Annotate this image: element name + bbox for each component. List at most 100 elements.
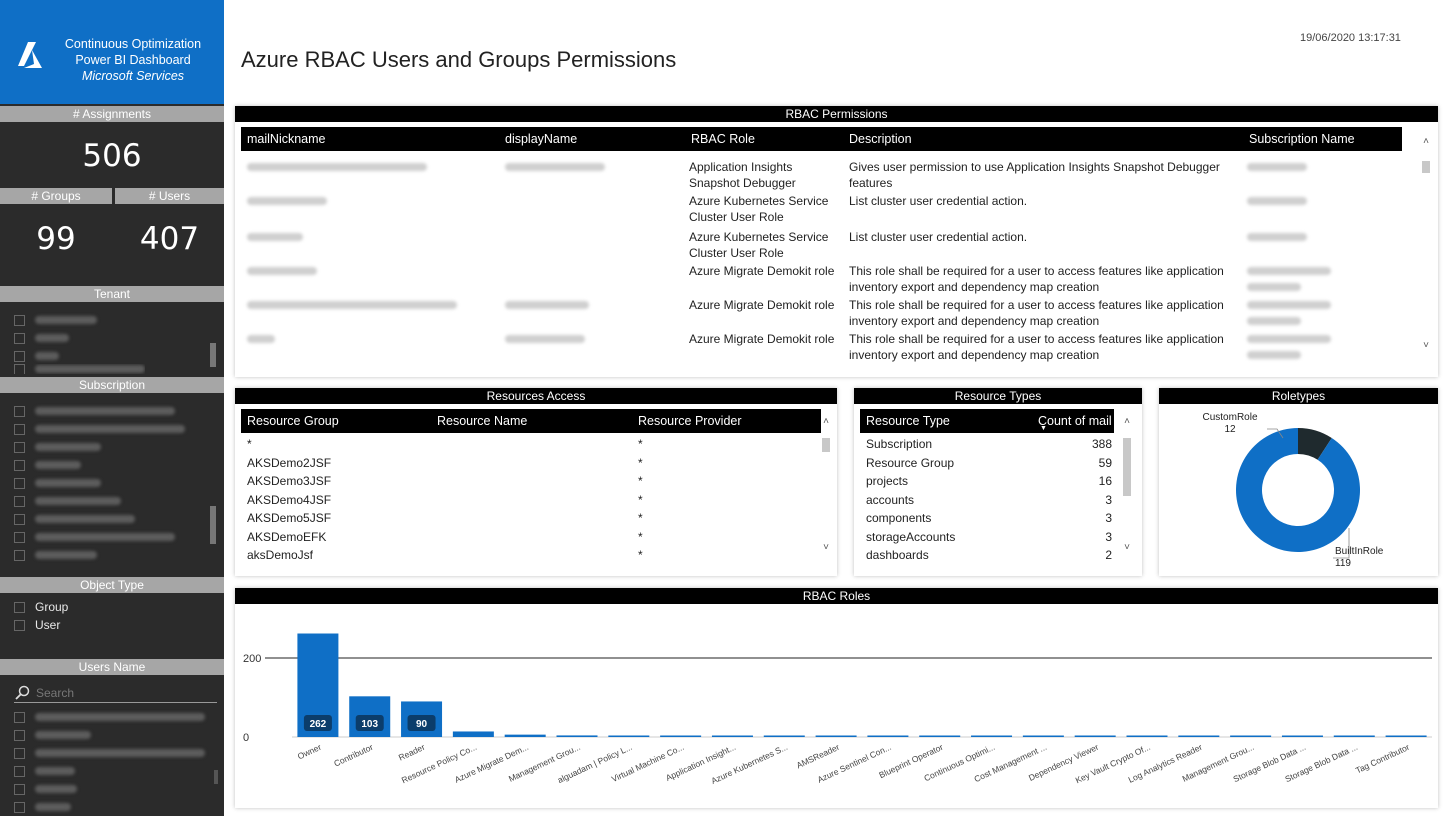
bar[interactable] — [1385, 735, 1427, 738]
tenant-option[interactable] — [14, 347, 59, 365]
checkbox[interactable] — [14, 765, 25, 777]
table-row[interactable]: Resource Group 59 — [860, 455, 1114, 473]
table-row[interactable]: dashboards 2 — [860, 547, 1114, 565]
table-row[interactable]: storageAccounts 3 — [860, 529, 1114, 547]
checkbox[interactable] — [14, 332, 25, 344]
bar[interactable] — [556, 735, 598, 737]
table-row[interactable] — [247, 193, 327, 205]
column-header[interactable]: mailNickname — [247, 132, 326, 146]
checkbox[interactable] — [14, 405, 25, 417]
checkbox[interactable] — [14, 711, 25, 723]
bar[interactable] — [971, 735, 1013, 738]
object-type-option-group[interactable]: Group — [14, 598, 68, 616]
column-header[interactable]: Resource Name — [437, 414, 528, 428]
column-header[interactable]: Resource Provider — [638, 414, 742, 428]
checkbox[interactable] — [14, 619, 25, 631]
column-header[interactable]: RBAC Role — [691, 132, 755, 146]
bar[interactable] — [1126, 735, 1168, 738]
scroll-down-icon[interactable]: ˅ — [1423, 340, 1429, 351]
checkbox[interactable] — [14, 441, 25, 453]
bar[interactable] — [1074, 735, 1116, 738]
user-option[interactable] — [14, 798, 71, 816]
table-row[interactable]: projects 16 — [860, 473, 1114, 491]
scroll-thumb[interactable] — [822, 438, 830, 452]
checkbox[interactable] — [14, 531, 25, 543]
checkbox[interactable] — [14, 314, 25, 326]
subscription-option[interactable] — [14, 546, 97, 564]
subscription-option[interactable] — [14, 438, 101, 456]
bar[interactable] — [1178, 735, 1220, 738]
scroll-down-icon[interactable]: ˅ — [1124, 542, 1130, 553]
checkbox[interactable] — [14, 549, 25, 561]
tenant-scrollbar[interactable] — [210, 343, 216, 367]
checkbox[interactable] — [14, 513, 25, 525]
user-option[interactable] — [14, 708, 205, 726]
table-row[interactable] — [247, 159, 427, 171]
checkbox[interactable] — [14, 459, 25, 471]
bar[interactable] — [1022, 735, 1064, 738]
users-search-input[interactable]: Search — [14, 683, 217, 703]
resource-types-scrollbar[interactable]: ˄ ˅ — [1122, 416, 1132, 556]
table-row[interactable]: accounts 3 — [860, 492, 1114, 510]
checkbox[interactable] — [14, 801, 25, 813]
user-option[interactable] — [14, 780, 77, 798]
bar[interactable] — [608, 735, 650, 738]
checkbox[interactable] — [14, 495, 25, 507]
table-row[interactable] — [247, 263, 317, 275]
table-row[interactable]: aksDemoJsf * — [241, 547, 821, 565]
checkbox[interactable] — [14, 729, 25, 741]
subscription-option[interactable] — [14, 420, 185, 438]
column-header[interactable]: Resource Group — [247, 414, 339, 428]
table-row[interactable]: AKSDemoEFK * — [241, 529, 821, 547]
bar[interactable] — [660, 735, 702, 738]
table-row[interactable] — [247, 331, 275, 343]
bar[interactable] — [867, 735, 909, 738]
table-row[interactable]: * * — [241, 436, 821, 454]
subscription-option[interactable] — [14, 456, 81, 474]
rbac-permissions-scrollbar[interactable]: ˄ ˅ — [1421, 136, 1431, 358]
checkbox[interactable] — [14, 783, 25, 795]
subscription-option[interactable] — [14, 510, 135, 528]
scroll-thumb[interactable] — [1123, 438, 1131, 496]
tenant-option[interactable] — [14, 329, 69, 347]
scroll-down-icon[interactable]: ˅ — [823, 542, 829, 553]
tenant-option[interactable] — [14, 364, 145, 374]
subscription-scrollbar[interactable] — [210, 506, 216, 544]
bar[interactable] — [763, 735, 805, 738]
table-row[interactable]: AKSDemo2JSF * — [241, 455, 821, 473]
object-type-option-user[interactable]: User — [14, 616, 60, 634]
checkbox[interactable] — [14, 477, 25, 489]
table-row[interactable] — [247, 229, 303, 241]
table-row[interactable]: components 3 — [860, 510, 1114, 528]
bar[interactable] — [1281, 735, 1323, 738]
subscription-option[interactable] — [14, 528, 175, 546]
scroll-up-icon[interactable]: ˄ — [1423, 136, 1429, 147]
bar[interactable] — [919, 735, 961, 738]
subscription-option[interactable] — [14, 492, 121, 510]
subscription-option[interactable] — [14, 402, 175, 420]
column-header[interactable]: Description — [849, 132, 912, 146]
table-row[interactable]: AKSDemo5JSF * — [241, 510, 821, 528]
bar[interactable] — [815, 735, 857, 738]
user-option[interactable] — [14, 744, 205, 762]
bar[interactable] — [452, 731, 494, 737]
checkbox[interactable] — [14, 423, 25, 435]
bar[interactable] — [1230, 735, 1272, 738]
checkbox[interactable] — [14, 364, 25, 374]
column-header-sorted[interactable]: Count of mail ▼ — [1034, 414, 1114, 432]
table-row[interactable] — [247, 297, 457, 309]
column-header[interactable]: displayName — [505, 132, 578, 146]
builtinrole-slice[interactable] — [1236, 428, 1360, 552]
subscription-option[interactable] — [14, 474, 101, 492]
checkbox[interactable] — [14, 601, 25, 613]
bar[interactable] — [504, 734, 546, 737]
users-scrollbar[interactable] — [214, 770, 218, 784]
table-row[interactable]: Subscription 388 — [860, 436, 1114, 454]
scroll-thumb[interactable] — [1422, 161, 1430, 173]
customrole-slice[interactable] — [1298, 428, 1332, 460]
column-header[interactable]: Subscription Name — [1249, 132, 1355, 146]
tenant-option[interactable] — [14, 311, 97, 329]
table-row[interactable]: AKSDemo3JSF * — [241, 473, 821, 491]
scroll-up-icon[interactable]: ˄ — [823, 416, 829, 427]
column-header[interactable]: Resource Type — [866, 414, 950, 428]
